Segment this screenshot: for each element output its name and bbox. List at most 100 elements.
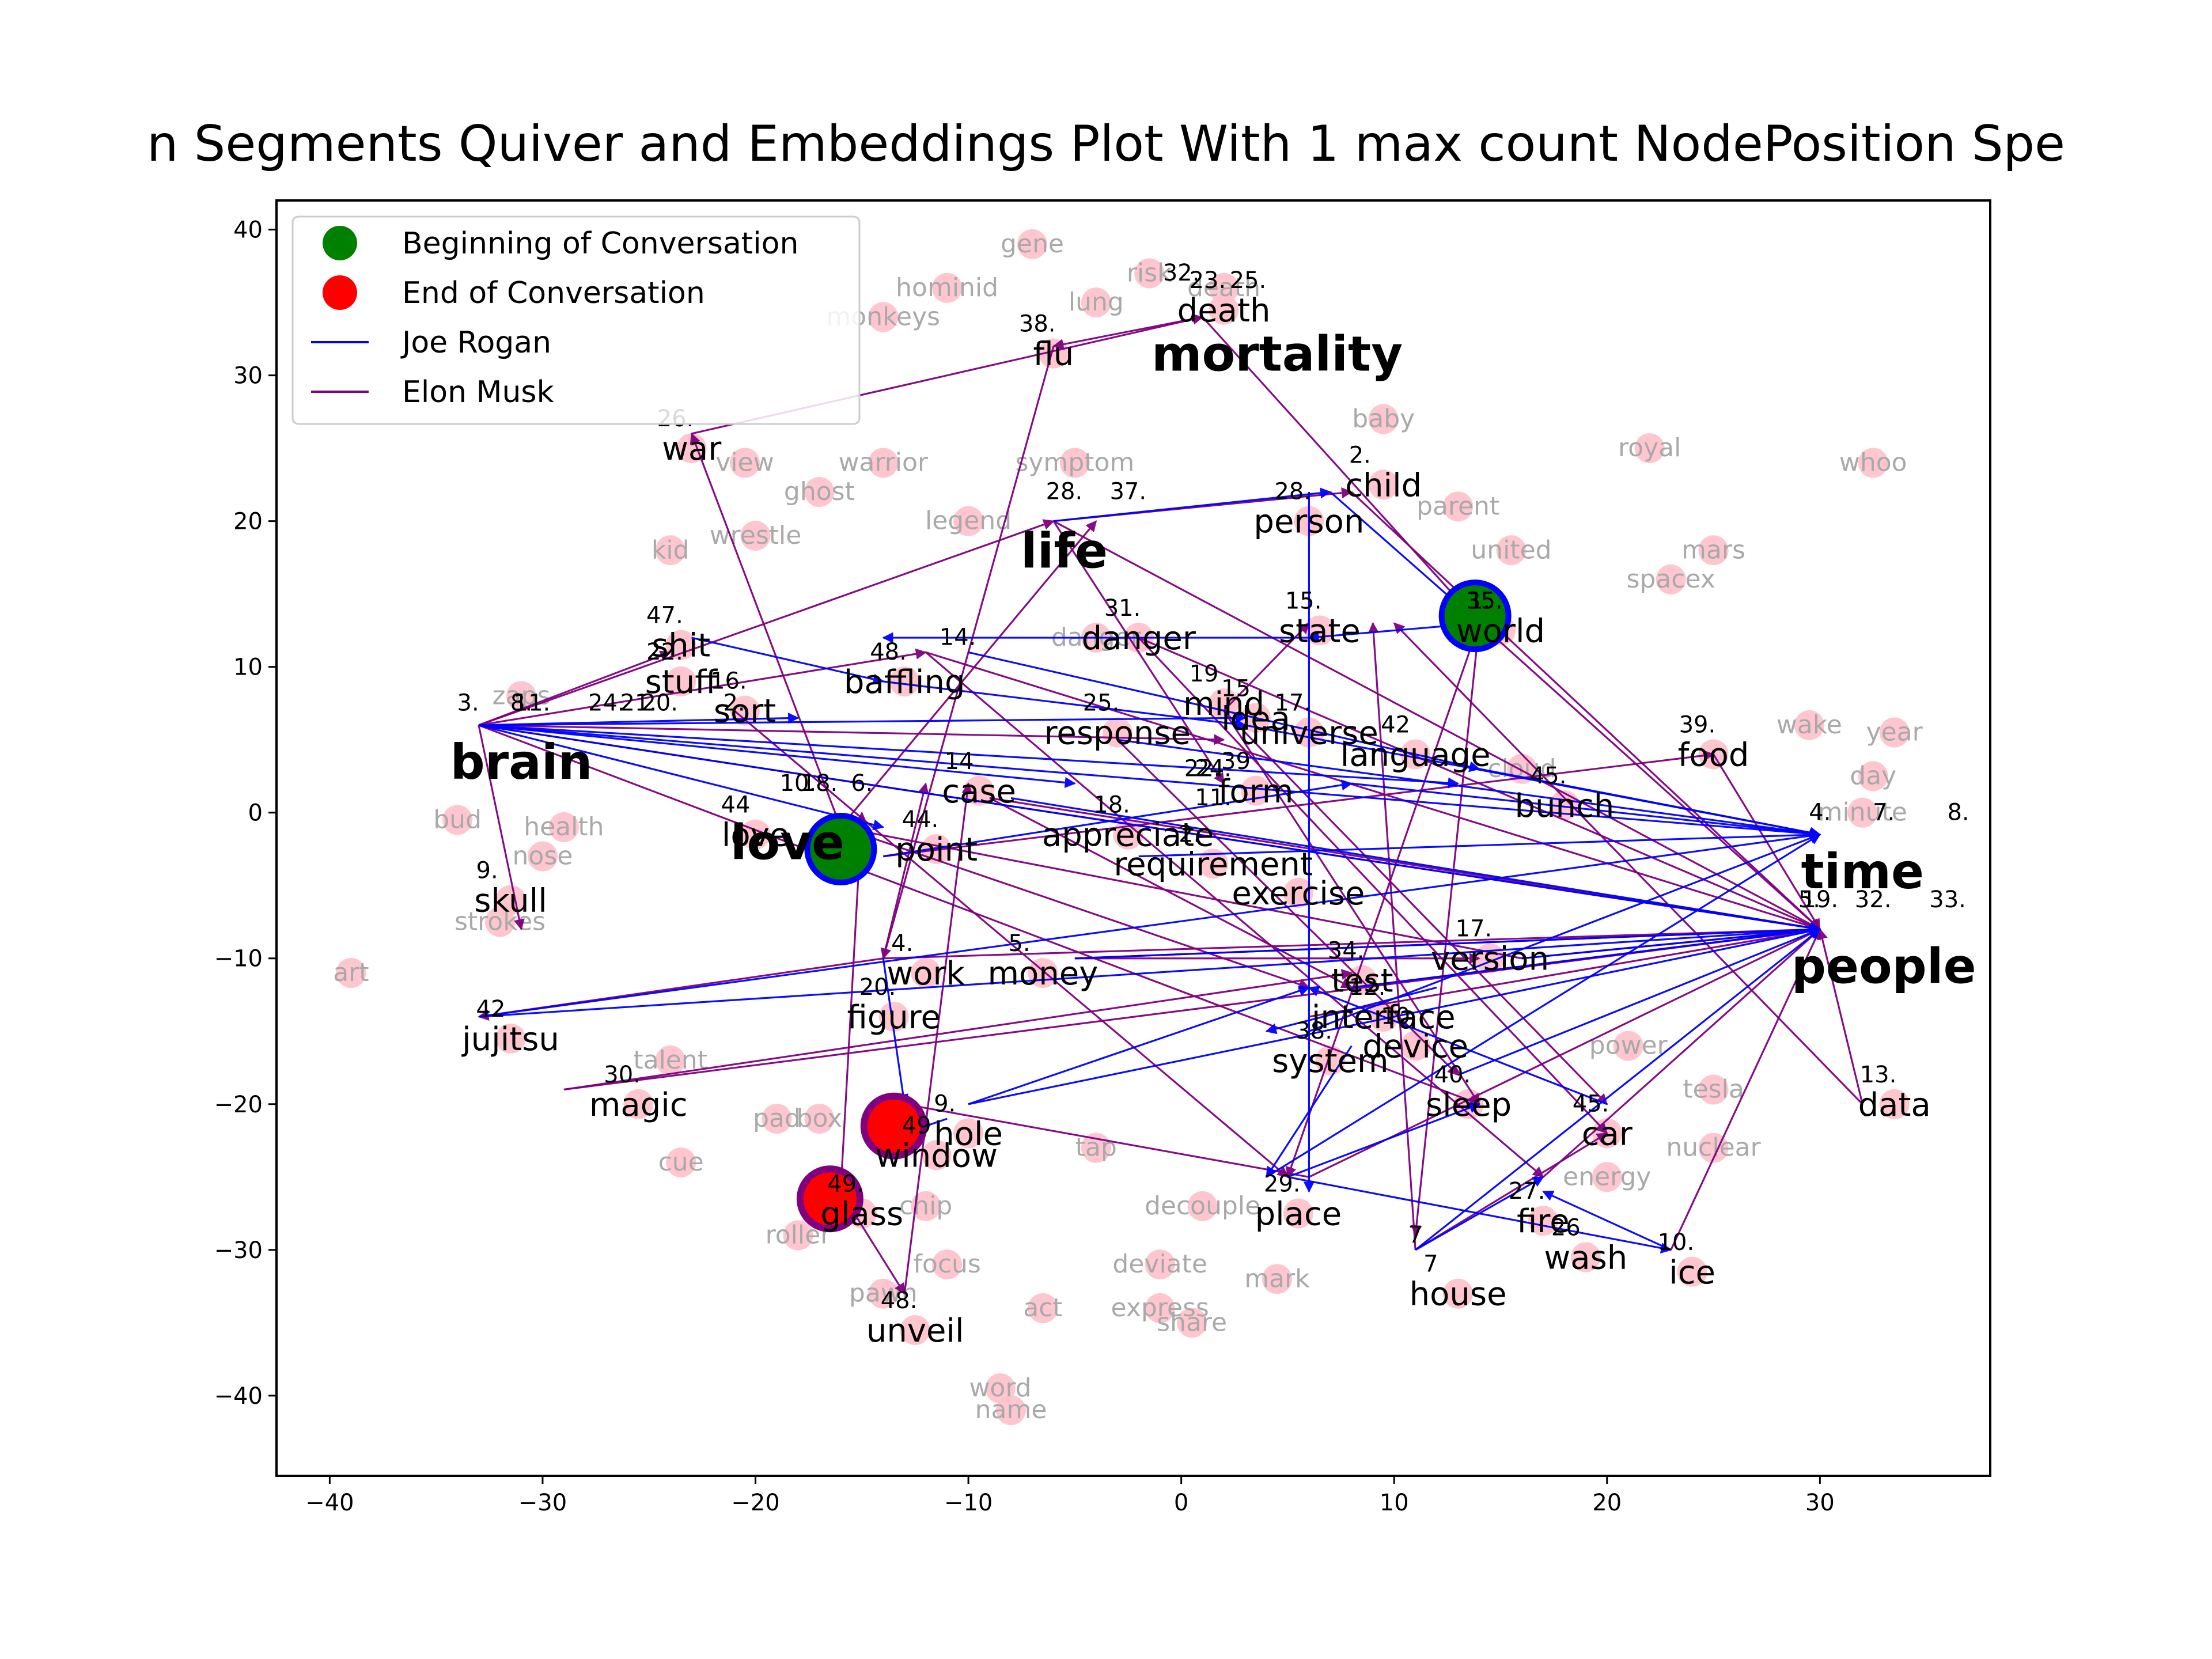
key-words-layer: death23.25.flu38.war26.child2.person28.w… (450, 260, 1976, 1350)
background-point (495, 1023, 526, 1054)
elon-musk-arrow (1286, 623, 1480, 1179)
background-point (783, 1220, 813, 1251)
elon-musk-arrow (883, 924, 1821, 960)
background-point (1209, 294, 1239, 325)
segment-number: 10. (1658, 1229, 1695, 1256)
background-word: ghost (784, 477, 855, 506)
background-point (1283, 877, 1313, 908)
elon-musk-arrow (690, 433, 842, 828)
segment-number: 18. (1093, 792, 1130, 819)
elon-musk-arrow (903, 1100, 1309, 1178)
elon-musk-arrow (1351, 491, 1821, 930)
segment-number: 45. (1573, 1090, 1609, 1117)
background-point (911, 958, 941, 988)
segment-number: 38. (1296, 1018, 1332, 1044)
segment-number: 18. (801, 770, 838, 797)
start-marker (1438, 579, 1512, 653)
elon-musk-arrow (563, 969, 1353, 1091)
background-point (1400, 1031, 1431, 1061)
background-point (1368, 469, 1399, 500)
segment-number: 49. (827, 1171, 864, 1198)
segment-number: 37. (1109, 479, 1146, 505)
background-point (666, 630, 696, 660)
segment-number: 7. (1873, 799, 1895, 825)
segment-number: 42 (476, 996, 506, 1022)
key-word: figure (847, 999, 941, 1036)
key-word: person (1253, 503, 1364, 541)
y-tick-label: 20 (233, 509, 263, 535)
background-point (1145, 1249, 1175, 1280)
chart-title: n Segments Quiver and Embeddings Plot Wi… (146, 115, 2066, 173)
elon-musk-arrow (1223, 710, 1608, 1105)
conversation-markers-layer (796, 579, 1512, 1233)
background-word: wrestle (710, 521, 802, 550)
legend-label: Elon Musk (402, 375, 554, 410)
joe-rogan-arrow (478, 724, 885, 831)
segment-number: 2. (1179, 821, 1200, 847)
background-word: name (975, 1395, 1047, 1425)
background-word: act (1023, 1293, 1062, 1323)
segment-number: 3. (457, 690, 479, 717)
background-point (1017, 229, 1047, 259)
joe-rogan-arrow (968, 985, 1310, 1105)
x-tick-label: −40 (305, 1490, 354, 1516)
segment-number: 5. (1798, 887, 1820, 913)
key-word: car (1582, 1115, 1633, 1153)
key-word: magic (589, 1086, 688, 1124)
segment-number: 6. (851, 770, 873, 797)
joe-rogan-arrow (1351, 782, 1821, 839)
elon-musk-arrow (478, 650, 672, 726)
segment-number: 28. (1274, 479, 1311, 505)
background-point (1613, 1031, 1643, 1061)
segment-number: 33. (1929, 887, 1966, 913)
y-tick-label: −40 (214, 1383, 263, 1410)
end-marker (796, 1165, 863, 1233)
segment-number: 10. (780, 770, 817, 797)
legend-label: Joe Rogan (400, 325, 551, 360)
background-point (1656, 564, 1686, 594)
elon-musk-arrow (839, 823, 1522, 960)
background-point (1858, 761, 1888, 791)
segment-number: 19. (1802, 887, 1839, 913)
segment-number: 15 (1221, 675, 1251, 702)
background-point (804, 477, 835, 507)
key-word: shit (652, 627, 710, 665)
key-word: food (1678, 737, 1749, 774)
background-point (953, 506, 984, 536)
joe-rogan-arrow (1245, 724, 1821, 838)
background-word: pad (753, 1104, 801, 1133)
joe-rogan-arrow (883, 680, 1247, 730)
segment-number: 4. (891, 930, 913, 957)
background-point (921, 1140, 952, 1171)
joe-rogan-arrow (478, 724, 1076, 788)
joe-rogan-arrow (1542, 1191, 1672, 1251)
background-word: box (797, 1104, 843, 1133)
elon-musk-arrow (1138, 637, 1608, 1134)
key-word: skull (474, 882, 547, 920)
background-point (1858, 448, 1888, 478)
background-word: chip (899, 1191, 952, 1221)
emphasized-word: life (1021, 522, 1108, 579)
key-word: language (1340, 737, 1491, 774)
elon-musk-arrow (1817, 928, 1863, 1105)
background-word: gene (1001, 229, 1064, 259)
joe-rogan-arrow (1308, 986, 1608, 1105)
background-point (1145, 1293, 1175, 1324)
background-word: day (1850, 761, 1896, 790)
background-word: legend (925, 506, 1012, 536)
x-tick-label: 0 (1174, 1490, 1188, 1516)
segment-number: 42 (1381, 712, 1410, 738)
joe-rogan-arrow (1265, 986, 1437, 1035)
emphasized-word: brain (450, 734, 593, 790)
key-word: glass (820, 1196, 903, 1233)
elon-musk-arrow (903, 782, 973, 1294)
background-word: symptom (1015, 448, 1134, 477)
emphasized-word: mortality (1152, 326, 1403, 382)
background-word: royal (1618, 433, 1681, 463)
legend-label: Beginning of Conversation (402, 226, 798, 261)
elon-musk-arrow (1053, 520, 1821, 930)
start-marker (804, 812, 877, 885)
background-point (1283, 1198, 1313, 1229)
segment-number: 9. (476, 858, 498, 884)
segment-number: 1. (1468, 588, 1490, 614)
